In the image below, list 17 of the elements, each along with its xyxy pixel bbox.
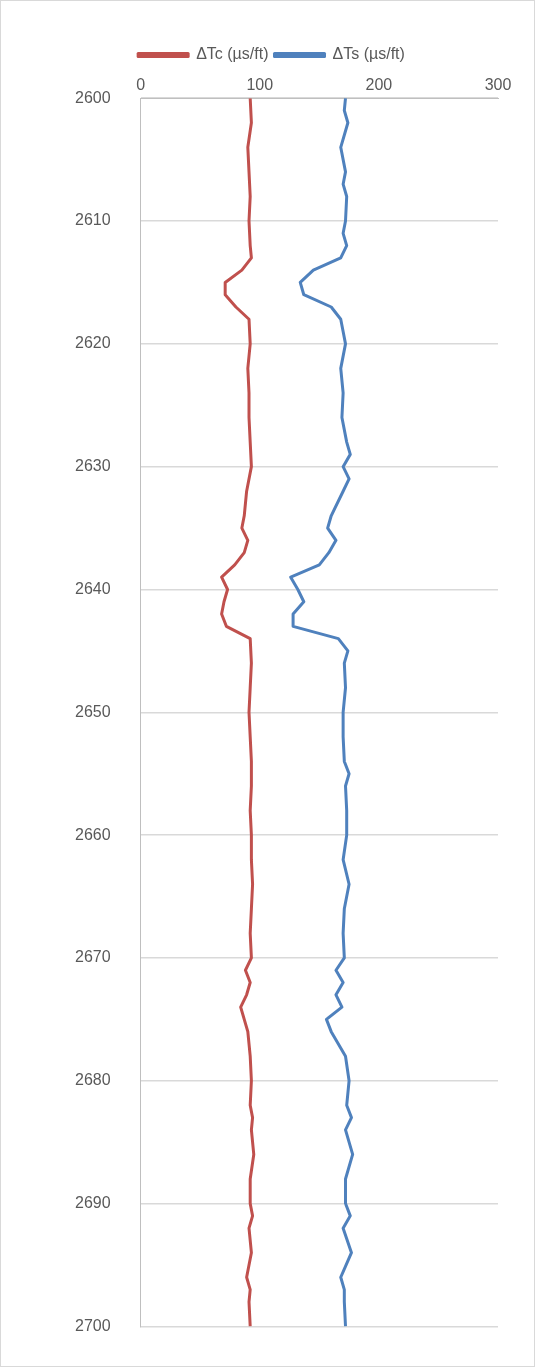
y-tick-label: 2680: [75, 1071, 111, 1089]
y-tick-label: 2660: [75, 825, 111, 843]
y-tick-label: 2690: [75, 1193, 111, 1211]
y-tick-label: 2640: [75, 579, 111, 597]
y-tick-label: 2620: [75, 334, 111, 352]
y-tick-label: 2650: [75, 702, 111, 720]
y-tick-label: 2670: [75, 948, 111, 966]
x-tick-label: 300: [484, 76, 512, 94]
x-tick-label: 200: [365, 76, 393, 94]
y-tick-label: 2630: [75, 457, 111, 475]
y-tick-label: 2610: [75, 211, 111, 229]
x-tick-label: 0: [136, 76, 146, 94]
y-tick-label: 2600: [75, 88, 111, 106]
legend-label: ΔTc (µs/ft): [196, 45, 269, 63]
legend-label: ΔTs (µs/ft): [332, 45, 405, 63]
x-tick-label: 100: [246, 76, 274, 94]
y-tick-label: 2700: [75, 1316, 111, 1334]
